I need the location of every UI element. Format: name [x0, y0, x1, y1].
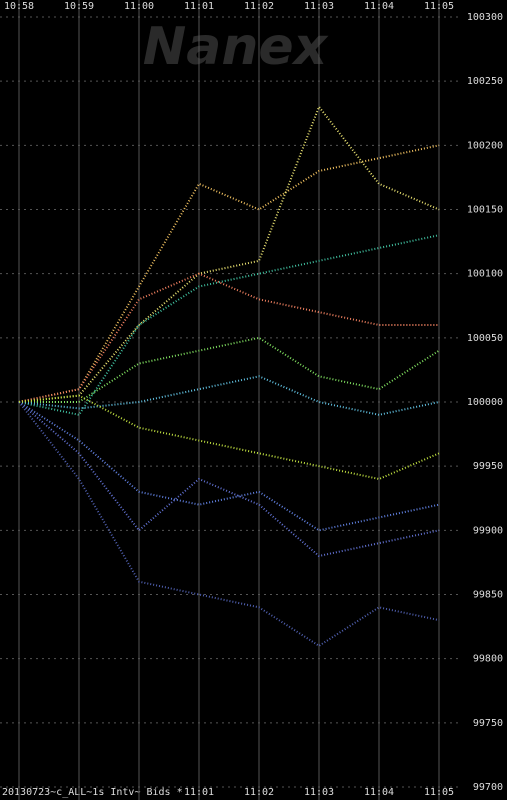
y-tick-label: 100100 [467, 269, 503, 280]
x-tick-label: 10:59 [64, 1, 94, 12]
x-tick-label: 11:01 [184, 1, 214, 12]
series-line [18, 144, 440, 403]
x-tick-label-bottom: 11:05 [424, 787, 454, 798]
y-tick-label: 99800 [473, 654, 503, 665]
y-tick-label: 100200 [467, 140, 503, 151]
footer: 20130723~c_ALL~1s Intv~ Bids * [2, 787, 183, 798]
y-tick-label: 100250 [467, 76, 503, 87]
series-line [18, 272, 439, 403]
series-line [18, 401, 440, 558]
series-line [18, 394, 440, 481]
y-tick-label: 100300 [467, 12, 503, 23]
x-tick-label: 11:05 [424, 1, 454, 12]
watermark: Nanex [143, 17, 329, 77]
y-tick-label: 99900 [473, 525, 503, 536]
x-tick-label-bottom: 11:03 [304, 787, 334, 798]
x-tick-label-bottom: 11:02 [244, 787, 274, 798]
y-tick-label: 100150 [467, 205, 503, 216]
y-tick-label: 99950 [473, 461, 503, 472]
y-tick-label: 100050 [467, 333, 503, 344]
y-tick-label: 99850 [473, 590, 503, 601]
x-tick-label-bottom: 11:01 [184, 787, 214, 798]
series-line [18, 401, 440, 648]
x-tick-label-bottom: 11:04 [364, 787, 394, 798]
x-tick-label: 11:00 [124, 1, 154, 12]
series-line [18, 234, 440, 416]
y-tick-label: 100000 [467, 397, 503, 408]
y-tick-label: 99750 [473, 718, 503, 729]
series-line [18, 401, 440, 532]
x-tick-label: 10:58 [4, 1, 34, 12]
x-tick-label: 11:02 [244, 1, 274, 12]
x-tick-label: 11:04 [364, 1, 394, 12]
y-tick-label: 99700 [473, 782, 503, 793]
series-line [18, 104, 440, 403]
x-tick-label: 11:03 [304, 1, 334, 12]
